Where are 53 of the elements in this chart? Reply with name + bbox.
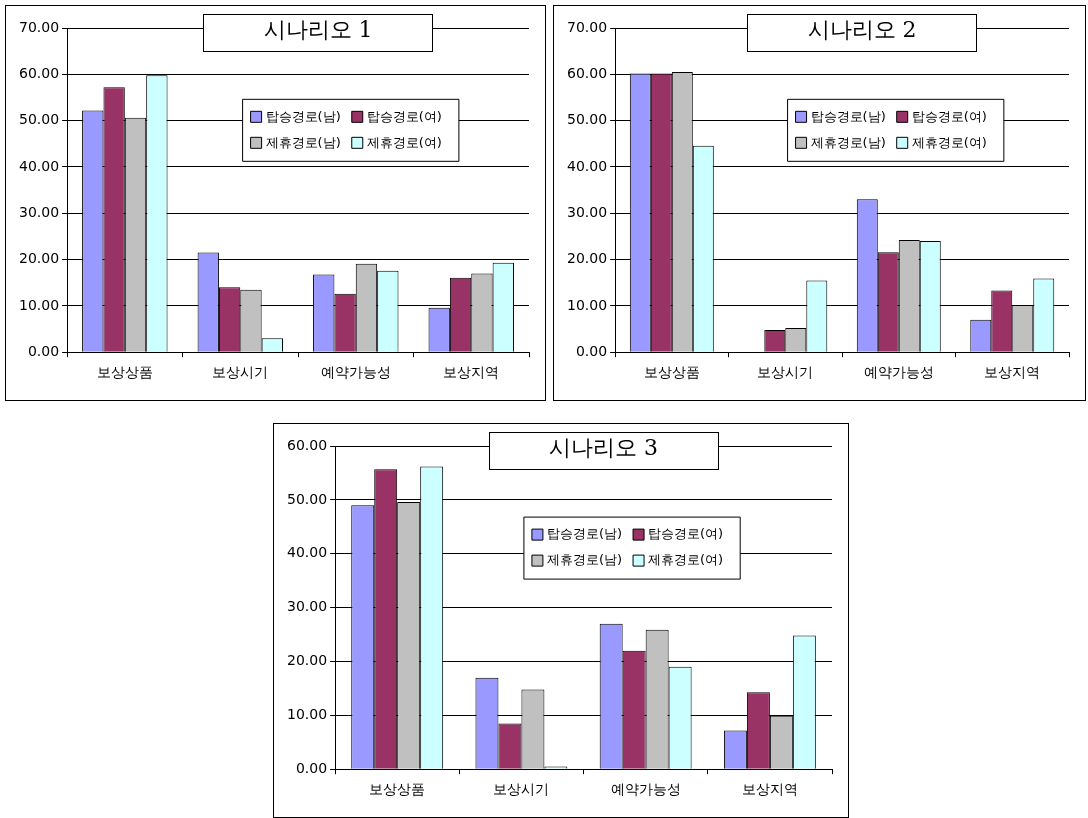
y-tick-label: 40.00 (566, 157, 608, 174)
x-tick-label: 예약가능성 (610, 781, 681, 798)
x-tick-label: 예약가능성 (320, 364, 391, 381)
x-tick-label: 보상시기 (212, 364, 269, 381)
y-tick-label: 50.00 (18, 111, 60, 128)
chart-title: 시나리오 3 (549, 435, 659, 460)
y-tick-label: 40.00 (286, 544, 328, 561)
x-tick-label: 보상상품 (96, 364, 153, 381)
x-tick-label: 보상시기 (493, 781, 550, 798)
y-tick-label: 30.00 (18, 203, 60, 220)
y-tick-label: 50.00 (566, 111, 608, 128)
legend-label: 탑승경로(남) (810, 108, 886, 124)
legend-label: 탑승경로(남) (265, 108, 341, 124)
x-tick-label: 보상지역 (984, 364, 1041, 381)
legend-label: 제휴경로(여) (366, 134, 442, 150)
legend-label: 탑승경로(여) (648, 526, 724, 542)
title-frame: 시나리오 2 (747, 14, 978, 52)
legend-label: 제휴경로(여) (648, 552, 724, 568)
title-frame: 시나리오 1 (203, 14, 434, 52)
y-tick-label: 30.00 (566, 203, 608, 220)
chart-title: 시나리오 2 (807, 17, 917, 42)
y-tick-label: 20.00 (566, 250, 608, 267)
x-tick-label: 보상지역 (443, 364, 500, 381)
legend-label: 제휴경로(여) (911, 134, 987, 150)
y-tick-label: 40.00 (18, 157, 60, 174)
y-tick-label: 70.00 (566, 18, 608, 35)
y-tick-label: 0.00 (295, 759, 328, 776)
legend-label: 제휴경로(남) (265, 134, 341, 150)
x-tick-label: 보상상품 (369, 781, 426, 798)
chart-title: 시나리오 1 (263, 17, 373, 42)
y-tick-label: 50.00 (286, 490, 328, 507)
x-tick-label: 보상지역 (741, 781, 798, 798)
y-tick-label: 0.00 (575, 342, 608, 359)
y-tick-label: 20.00 (18, 250, 60, 267)
y-tick-label: 60.00 (286, 436, 328, 453)
legend-label: 탑승경로(여) (366, 108, 442, 124)
legend-label: 제휴경로(남) (546, 552, 623, 568)
title-frame: 시나리오 3 (488, 432, 719, 470)
y-tick-label: 70.00 (18, 18, 60, 35)
y-tick-label: 10.00 (566, 296, 608, 313)
x-tick-label: 예약가능성 (863, 364, 934, 381)
y-tick-label: 10.00 (18, 296, 60, 313)
x-tick-label: 보상시기 (757, 364, 814, 381)
y-tick-label: 10.00 (286, 705, 328, 722)
x-tick-label: 보상상품 (643, 364, 700, 381)
y-tick-label: 60.00 (566, 64, 608, 81)
y-tick-label: 60.00 (18, 64, 60, 81)
y-tick-label: 20.00 (286, 652, 328, 669)
y-tick-label: 30.00 (286, 598, 328, 615)
legend-label: 탑승경로(여) (911, 108, 987, 124)
legend-label: 제휴경로(남) (810, 134, 886, 150)
legend-label: 탑승경로(남) (546, 526, 623, 542)
y-tick-label: 0.00 (27, 342, 60, 359)
